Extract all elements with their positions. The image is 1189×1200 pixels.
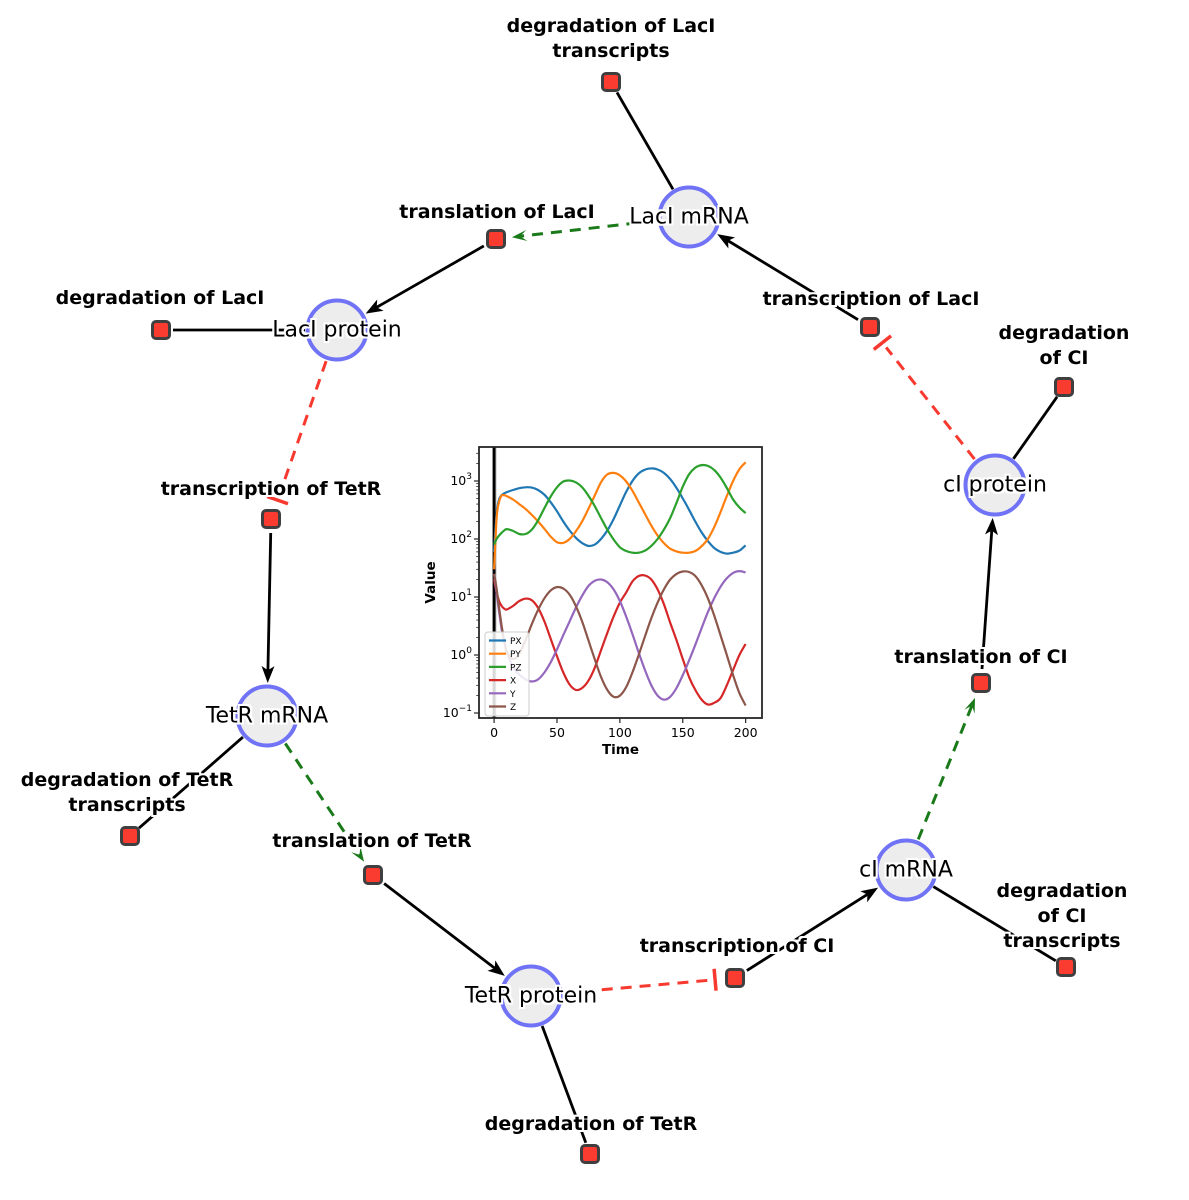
- edge-tl-tetr-tetr-protein: [383, 882, 497, 970]
- species-node-tetr-protein: [499, 964, 563, 1028]
- reaction-label-deg-laci: degradation of LacI: [55, 287, 265, 309]
- edge-ci-mrna-deg-ci-tx: [932, 885, 1057, 962]
- edge-tl-laci-laci-protein: [375, 244, 485, 309]
- y-axis-label: Value: [423, 561, 439, 603]
- species-label-laci-mrna: LacI mRNA: [629, 204, 749, 230]
- edge-tl-ci-ci-protein: [980, 529, 994, 670]
- legend-box: [484, 631, 530, 717]
- species-label-tetr-mrna: TetR mRNA: [205, 703, 329, 729]
- legend-label-PZ: PZ: [510, 663, 522, 673]
- x-tick-label: 200: [734, 725, 758, 740]
- species-label-tetr-protein: TetR protein: [464, 983, 598, 1009]
- reaction-node-tl-ci: [971, 673, 991, 693]
- edge-ci-protein-tx-laci: [872, 334, 976, 461]
- x-axis-label: Time: [602, 742, 639, 758]
- species-label-ci-protein: cI protein: [943, 472, 1047, 498]
- species-node-tetr-mrna: [235, 684, 299, 748]
- species-node-laci-protein: [305, 298, 369, 362]
- species-label-laci-protein: LacI protein: [272, 317, 402, 343]
- y-tick-label: 10−1: [443, 704, 472, 720]
- curve-PX: [493, 467, 747, 555]
- reaction-label-deg-tetr: degradation of TetR: [484, 1113, 698, 1135]
- reaction-node-tl-tetr: [363, 865, 383, 885]
- y-tick-label: 102: [450, 530, 472, 546]
- legend-label-PY: PY: [510, 650, 521, 660]
- reaction-label-deg-ci-tx: degradation of CI transcripts: [996, 880, 1128, 952]
- species-node-ci-mrna: [874, 838, 938, 902]
- reaction-label-tl-ci: translation of CI: [894, 646, 1068, 668]
- inset-chart: 0 50 100 150 200 10−1 100 101 102 103 Time Value PX P…: [423, 446, 763, 758]
- edge-tx-ci-ci-mrna: [746, 892, 869, 972]
- reaction-node-tl-laci: [486, 229, 506, 249]
- edge-tx-laci-laci-mrna: [726, 239, 859, 321]
- y-tick-label: 103: [450, 472, 472, 488]
- legend-label-PX: PX: [510, 637, 522, 647]
- curve-Y: [493, 570, 746, 701]
- edge-ci-protein-deg-ci: [1012, 396, 1059, 460]
- reaction-label-deg-ci: degradation of CI: [998, 322, 1130, 369]
- x-tick-label: 50: [549, 725, 565, 740]
- legend-label-X: X: [510, 677, 516, 687]
- reaction-node-deg-tetr-tx: [120, 826, 140, 846]
- edge-ci-mrna-tl-ci: [916, 704, 974, 840]
- x-tick-label: 150: [671, 725, 695, 740]
- reaction-label-tl-laci: translation of LacI: [399, 201, 595, 223]
- legend-label-Y: Y: [509, 690, 516, 700]
- edge-laci-mrna-tl-laci: [519, 219, 657, 238]
- curve-X: [493, 574, 747, 706]
- reaction-label-tx-ci: transcription of CI: [639, 935, 835, 957]
- plot-box: [478, 446, 763, 719]
- reaction-label-deg-laci-tx: degradation of LacI transcripts: [506, 15, 716, 62]
- reaction-label-tx-tetr: transcription of TetR: [160, 478, 382, 500]
- edge-tetr-mrna-deg-tetr-tx: [138, 736, 244, 830]
- x-tick-label: 0: [490, 725, 498, 740]
- reaction-node-deg-tetr: [580, 1144, 600, 1164]
- reaction-node-tx-laci: [860, 317, 880, 337]
- edge-tetr-protein-tx-ci: [563, 968, 718, 995]
- reaction-label-deg-tetr-tx: degradation of TetR transcripts: [20, 769, 234, 816]
- x-tick-label: 100: [608, 725, 632, 740]
- reaction-node-deg-ci: [1054, 377, 1074, 397]
- edge-tetr-mrna-tl-tetr: [284, 742, 361, 856]
- y-tick-label: 100: [450, 646, 472, 662]
- edge-tetr-protein-deg-tetr: [540, 1025, 588, 1144]
- edge-tx-tetr-tetr-mrna: [266, 532, 273, 672]
- reaction-node-tx-ci: [725, 968, 745, 988]
- reaction-label-tx-laci: transcription of LacI: [762, 288, 980, 310]
- reaction-node-deg-ci-tx: [1056, 957, 1076, 977]
- curve-PY: [493, 461, 747, 570]
- curve-Z: [493, 570, 747, 706]
- species-node-laci-mrna: [657, 185, 721, 249]
- reaction-node-tx-tetr: [261, 509, 281, 529]
- reaction-node-deg-laci: [151, 320, 171, 340]
- curve-PZ: [493, 463, 747, 555]
- legend-label-Z: Z: [510, 703, 516, 713]
- species-label-ci-mrna: cI mRNA: [859, 857, 953, 883]
- species-node-ci-protein: [963, 453, 1027, 517]
- reaction-node-deg-laci-tx: [601, 72, 621, 92]
- edge-laci-mrna-deg-laci-tx: [615, 91, 675, 190]
- reaction-label-tl-tetr: translation of TetR: [272, 830, 472, 852]
- edge-laci-protein-tx-tetr: [266, 360, 328, 506]
- y-tick-label: 101: [450, 588, 472, 604]
